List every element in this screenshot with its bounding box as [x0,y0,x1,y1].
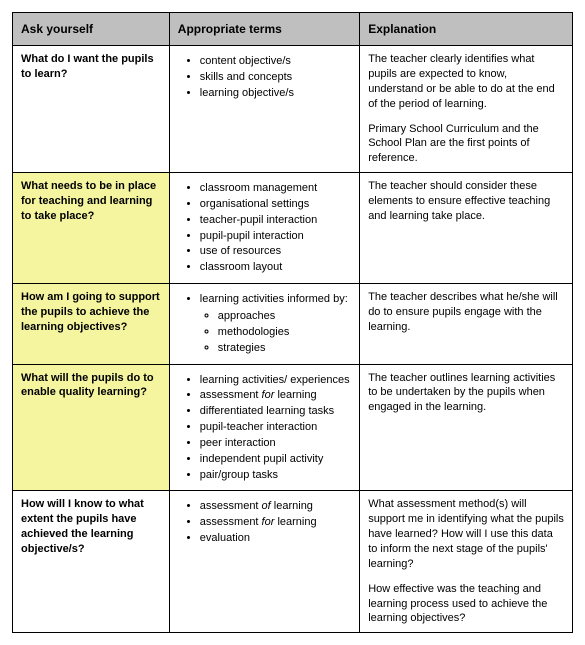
ask-cell: How will I know to what extent the pupil… [13,491,170,633]
explanation-text: The teacher should consider these elemen… [368,179,564,224]
explanation-text: The teacher outlines learning activities… [368,371,564,416]
list-item: classroom management [200,181,351,196]
explanation-text: The teacher describes what he/she will d… [368,290,564,335]
list-item: learning objective/s [200,86,351,101]
planning-table: Ask yourself Appropriate terms Explanati… [12,12,573,633]
list-item: organisational settings [200,197,351,212]
list-item: approaches [218,309,351,324]
list-item: classroom layout [200,260,351,275]
explanation-cell: The teacher clearly identifies what pupi… [360,46,573,173]
list-item: independent pupil activity [200,452,351,467]
list-item: assessment for learning [200,515,351,530]
header-terms: Appropriate terms [169,13,359,46]
list-item: strategies [218,341,351,356]
explanation-cell: The teacher outlines learning activities… [360,364,573,491]
terms-cell: learning activities informed by:approach… [169,284,359,364]
terms-cell: learning activities/ experiencesassessme… [169,364,359,491]
list-item: use of resources [200,244,351,259]
list-item: pair/group tasks [200,468,351,483]
header-exp: Explanation [360,13,573,46]
list-item: learning activities/ experiences [200,373,351,388]
list-item: teacher-pupil interaction [200,213,351,228]
terms-cell: content objective/sskills and conceptsle… [169,46,359,173]
terms-list: content objective/sskills and conceptsle… [178,54,351,101]
list-item: pupil-pupil interaction [200,229,351,244]
list-item: skills and concepts [200,70,351,85]
sub-list: approachesmethodologiesstrategies [200,309,351,356]
explanation-text: What assessment method(s) will support m… [368,497,564,571]
explanation-text: How effective was the teaching and learn… [368,582,564,627]
explanation-cell: The teacher describes what he/she will d… [360,284,573,364]
header-row: Ask yourself Appropriate terms Explanati… [13,13,573,46]
ask-cell: How am I going to support the pupils to … [13,284,170,364]
table-row: How am I going to support the pupils to … [13,284,573,364]
table-body: What do I want the pupils to learn?conte… [13,46,573,633]
terms-list: classroom managementorganisational setti… [178,181,351,275]
list-item: differentiated learning tasks [200,404,351,419]
table-row: What needs to be in place for teaching a… [13,173,573,284]
terms-list: learning activities informed by:approach… [178,292,351,355]
terms-cell: classroom managementorganisational setti… [169,173,359,284]
list-item: assessment for learning [200,388,351,403]
terms-cell: assessment of learningassessment for lea… [169,491,359,633]
terms-list: assessment of learningassessment for lea… [178,499,351,546]
list-item: methodologies [218,325,351,340]
header-ask: Ask yourself [13,13,170,46]
explanation-cell: The teacher should consider these elemen… [360,173,573,284]
table-row: What do I want the pupils to learn?conte… [13,46,573,173]
explanation-cell: What assessment method(s) will support m… [360,491,573,633]
ask-cell: What will the pupils do to enable qualit… [13,364,170,491]
list-item: content objective/s [200,54,351,69]
ask-cell: What do I want the pupils to learn? [13,46,170,173]
list-item: evaluation [200,531,351,546]
terms-list: learning activities/ experiencesassessme… [178,373,351,483]
list-item: pupil-teacher interaction [200,420,351,435]
table-row: What will the pupils do to enable qualit… [13,364,573,491]
table-row: How will I know to what extent the pupil… [13,491,573,633]
explanation-text: The teacher clearly identifies what pupi… [368,52,564,111]
list-item: learning activities informed by:approach… [200,292,351,355]
explanation-text: Primary School Curriculum and the School… [368,122,564,167]
list-item: peer interaction [200,436,351,451]
ask-cell: What needs to be in place for teaching a… [13,173,170,284]
list-item: assessment of learning [200,499,351,514]
